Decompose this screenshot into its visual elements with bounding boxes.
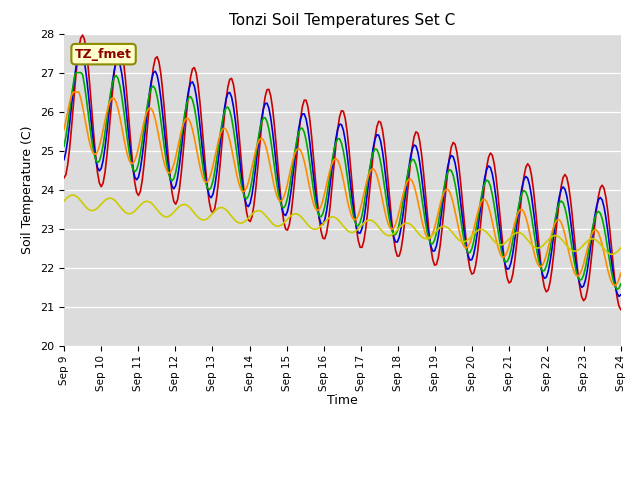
- Legend:  -2cm,  -4cm,  -8cm,  -16cm,  -32cm: -2cm, -4cm, -8cm, -16cm, -32cm: [144, 479, 541, 480]
- Text: TZ_fmet: TZ_fmet: [75, 48, 132, 60]
- X-axis label: Time: Time: [327, 394, 358, 407]
- Y-axis label: Soil Temperature (C): Soil Temperature (C): [22, 125, 35, 254]
- Title: Tonzi Soil Temperatures Set C: Tonzi Soil Temperatures Set C: [229, 13, 456, 28]
